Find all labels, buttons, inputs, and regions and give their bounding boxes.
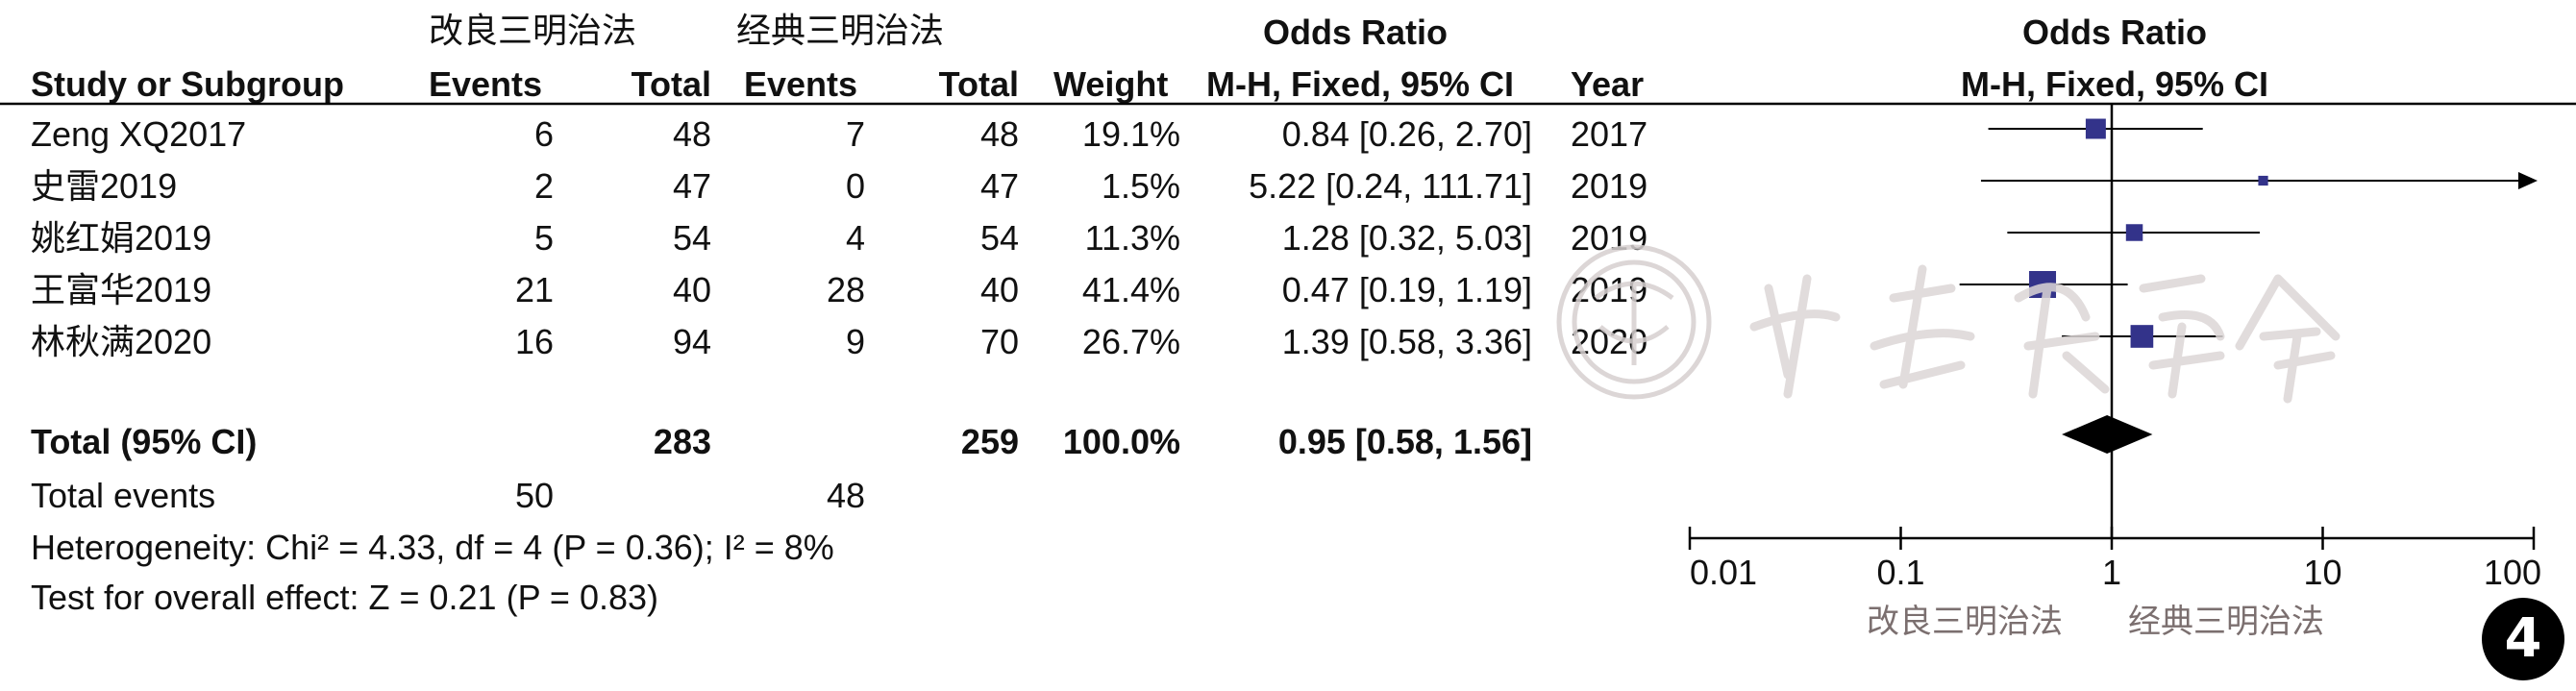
x-tick-label: 1 (2102, 553, 2121, 592)
total-label: Total (95% CI) (31, 422, 258, 461)
x-tick-label: 10 (2303, 553, 2341, 592)
favours-control-label: 经典三明治法 (2128, 604, 2324, 640)
row-e-total: 94 (672, 322, 711, 361)
row-weight: 1.5% (1101, 166, 1180, 206)
e-events-header: Events (429, 64, 543, 104)
x-tick-label: 100 (2484, 553, 2541, 592)
row-c-events: 9 (845, 322, 865, 361)
row-e-events: 21 (514, 270, 554, 309)
overall-effect-text: Test for overall effect: Z = 0.21 (P = 0… (31, 578, 659, 617)
row-weight: 19.1% (1081, 114, 1180, 154)
c-total-header: Total (938, 64, 1019, 104)
row-c-events: 4 (845, 218, 865, 258)
effect-marker (2085, 118, 2106, 139)
effect-marker (2258, 175, 2268, 186)
x-tick-label: 0.1 (1876, 553, 1924, 592)
row-year: 2017 (1571, 114, 1648, 154)
row-ci-text: 0.84 [0.26, 2.70] (1281, 114, 1532, 154)
total-weight: 100.0% (1062, 422, 1180, 461)
row-c-total: 48 (979, 114, 1019, 154)
row-study-name: 史雷2019 (31, 166, 178, 206)
or-method-right: M-H, Fixed, 95% CI (1960, 64, 2269, 104)
row-e-total: 48 (672, 114, 711, 154)
or-method-left: M-H, Fixed, 95% CI (1205, 64, 1515, 104)
row-e-total: 47 (672, 166, 711, 206)
total-ci-text: 0.95 [0.58, 1.56] (1277, 422, 1532, 461)
row-c-events: 7 (845, 114, 865, 154)
group-control-label: 经典三明治法 (736, 11, 945, 50)
row-e-events: 2 (533, 166, 554, 206)
row-study-name: 姚红娟2019 (31, 218, 212, 258)
figure-panel-badge: 4 (2482, 598, 2564, 680)
ci-arrow (2518, 172, 2538, 189)
row-c-total: 70 (979, 322, 1019, 361)
row-weight: 41.4% (1081, 270, 1180, 309)
row-c-total: 40 (979, 270, 1019, 309)
x-tick-label: 0.01 (1690, 553, 1757, 592)
row-study-name: Zeng XQ2017 (31, 114, 247, 154)
effect-marker (2029, 271, 2057, 298)
pooled-diamond (2062, 415, 2153, 454)
row-e-total: 54 (672, 218, 711, 258)
row-weight: 26.7% (1081, 322, 1180, 361)
favours-experimental-label: 改良三明治法 (1867, 604, 2063, 640)
or-title-left: Odds Ratio (1262, 12, 1448, 52)
row-study-name: 王富华2019 (31, 270, 212, 309)
weight-header: Weight (1053, 64, 1169, 104)
row-ci-text: 0.47 [0.19, 1.19] (1281, 270, 1532, 309)
row-ci-text: 1.28 [0.32, 5.03] (1281, 218, 1532, 258)
total-events-label: Total events (31, 476, 216, 515)
total-c-total: 259 (960, 422, 1019, 461)
row-ci-text: 1.39 [0.58, 3.36] (1281, 322, 1532, 361)
row-study-name: 林秋满2020 (31, 322, 212, 361)
c-events-header: Events (744, 64, 858, 104)
e-total-header: Total (631, 64, 711, 104)
row-e-events: 16 (514, 322, 554, 361)
row-ci-text: 5.22 [0.24, 111.71] (1249, 166, 1532, 206)
row-c-total: 47 (979, 166, 1019, 206)
row-year: 2019 (1571, 166, 1648, 206)
total-c-events: 48 (826, 476, 865, 515)
row-weight: 11.3% (1084, 218, 1180, 258)
heterogeneity-text: Heterogeneity: Chi² = 4.33, df = 4 (P = … (31, 528, 834, 567)
row-c-events: 28 (826, 270, 865, 309)
effect-marker (2125, 224, 2143, 241)
total-e-events: 50 (514, 476, 554, 515)
study-column-header: Study or Subgroup (31, 64, 344, 104)
effect-marker (2130, 325, 2154, 348)
total-e-total: 283 (653, 422, 711, 461)
row-e-events: 5 (533, 218, 554, 258)
or-title-right: Odds Ratio (2021, 12, 2207, 52)
row-e-events: 6 (533, 114, 554, 154)
row-c-events: 0 (845, 166, 865, 206)
row-e-total: 40 (672, 270, 711, 309)
group-experimental-label: 改良三明治法 (429, 11, 637, 50)
year-header: Year (1571, 64, 1645, 104)
row-c-total: 54 (979, 218, 1019, 258)
